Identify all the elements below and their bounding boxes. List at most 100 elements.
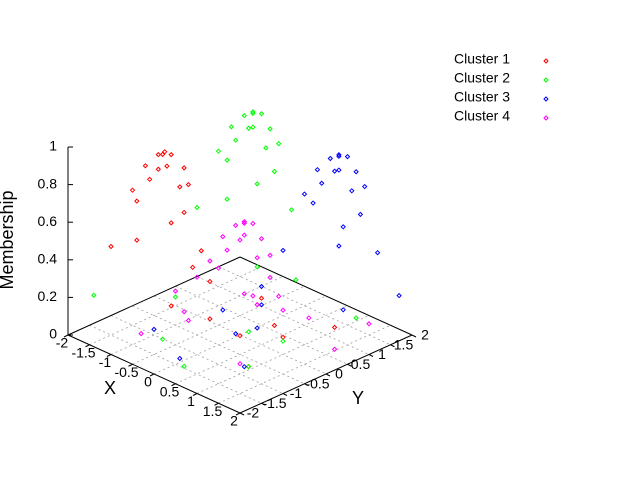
point — [258, 111, 265, 117]
point — [267, 274, 273, 281]
legend-label: Cluster 4 — [454, 108, 510, 124]
z-tick-label: 0 — [49, 326, 57, 342]
x-axis-label: X — [104, 378, 116, 398]
point — [181, 165, 187, 171]
x-tick — [192, 393, 198, 396]
x-tick — [149, 373, 155, 377]
x-tick — [214, 402, 219, 406]
point — [232, 331, 239, 337]
grid-line — [132, 305, 305, 385]
point — [207, 258, 213, 264]
point — [306, 315, 312, 321]
legend-marker — [543, 115, 549, 121]
point — [181, 209, 187, 216]
y-tick-label: -0.5 — [305, 375, 329, 391]
point — [327, 155, 334, 162]
base-edge — [67, 256, 241, 336]
y-tick-label: 0 — [335, 366, 343, 382]
point — [159, 151, 166, 158]
x-tick — [106, 354, 112, 357]
point — [344, 153, 351, 160]
point — [336, 243, 342, 249]
grid-line — [153, 295, 327, 375]
point — [336, 152, 342, 158]
point — [168, 303, 174, 309]
y-axis-label: Y — [352, 388, 364, 408]
point — [241, 218, 248, 225]
point — [91, 292, 97, 298]
point — [301, 191, 308, 197]
point — [263, 145, 269, 151]
legend-marker — [543, 77, 549, 83]
point — [168, 151, 174, 158]
point — [129, 187, 136, 193]
point — [138, 330, 144, 337]
y-tick-label: 0.5 — [351, 356, 371, 372]
point — [237, 360, 243, 367]
grid-line — [89, 324, 262, 404]
point — [271, 322, 278, 329]
y-tick — [282, 393, 288, 396]
x-tick-label: -1.5 — [71, 344, 95, 360]
point — [340, 307, 346, 313]
point — [250, 110, 256, 117]
y-tick — [347, 363, 352, 367]
grid-line — [89, 266, 262, 346]
point — [340, 224, 346, 230]
y-tick-label: 1.5 — [394, 336, 414, 352]
point — [155, 151, 162, 158]
point — [241, 112, 248, 119]
y-tick — [304, 383, 309, 387]
point — [155, 166, 162, 172]
grid-line — [153, 295, 327, 375]
point — [250, 109, 256, 115]
point — [241, 363, 248, 370]
y-tick — [325, 373, 331, 377]
x-tick — [128, 363, 133, 367]
point — [254, 181, 260, 187]
grid-line — [218, 324, 391, 404]
y-tick — [390, 344, 395, 348]
x-tick — [85, 344, 90, 348]
point — [245, 329, 252, 335]
point — [168, 220, 174, 226]
grid-line — [196, 276, 370, 355]
grid-line — [132, 285, 305, 365]
point — [172, 294, 179, 300]
point — [258, 236, 265, 242]
point — [194, 204, 200, 211]
grid-line — [175, 285, 348, 365]
point — [241, 291, 248, 297]
point — [293, 277, 299, 283]
point — [207, 278, 213, 285]
y-tick — [411, 334, 417, 338]
point — [185, 317, 192, 324]
point — [318, 180, 325, 186]
legend-marker — [543, 96, 549, 102]
point — [374, 249, 381, 256]
grid-line — [110, 315, 284, 394]
x-tick-label: 0.5 — [160, 383, 180, 399]
point — [271, 168, 278, 175]
point — [353, 169, 359, 175]
point — [331, 346, 338, 352]
grid-line — [110, 276, 284, 355]
point — [185, 181, 192, 188]
base-edge — [67, 334, 241, 414]
point — [331, 324, 338, 331]
point — [254, 255, 260, 261]
point — [146, 176, 153, 183]
base-edge — [239, 334, 413, 414]
point — [108, 243, 114, 250]
point — [366, 321, 372, 327]
x-tick-label: 0 — [144, 374, 152, 390]
point — [207, 316, 213, 322]
point — [237, 237, 243, 243]
point — [250, 293, 256, 299]
point — [288, 207, 295, 213]
point — [224, 157, 230, 163]
z-tick-label: 1 — [49, 138, 57, 154]
y-tick-label: 1 — [378, 346, 386, 362]
z-tick-label: 0.6 — [38, 213, 58, 229]
x-tick — [171, 383, 176, 387]
